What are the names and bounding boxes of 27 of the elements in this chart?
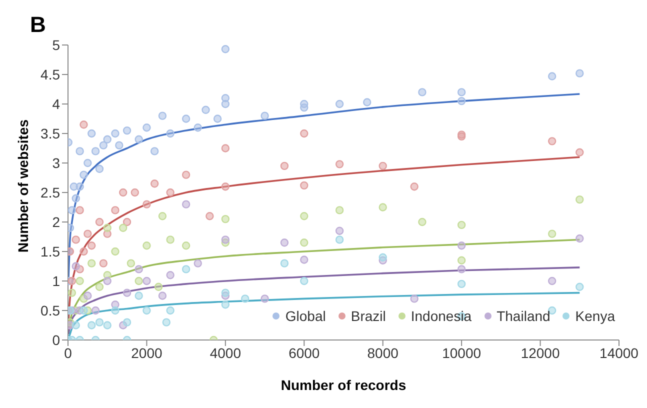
y-tick-label: 5 — [52, 36, 60, 53]
y-tick-label: 4.5 — [40, 66, 60, 82]
legend-label: Kenya — [574, 308, 615, 324]
x-tick-label: 0 — [64, 344, 72, 361]
x-tick-label: 6000 — [288, 344, 320, 361]
y-axis-title: Number of websites — [14, 119, 31, 252]
x-tick-label: 2000 — [131, 344, 162, 361]
y-tick-label: 2.5 — [40, 184, 60, 200]
y-tick-label: 3.5 — [40, 125, 60, 142]
x-tick-label: 8000 — [367, 344, 399, 361]
x-tick-label: 14000 — [600, 344, 639, 361]
chart-title: B — [30, 12, 46, 38]
y-tick-label: 2 — [52, 214, 60, 230]
y-tick-label: 3 — [52, 154, 60, 171]
x-axis-title: Number of records — [280, 377, 406, 393]
y-tick-label: 1.5 — [40, 243, 60, 260]
legend-label: Indonesia — [410, 308, 472, 324]
x-tick-label: 10000 — [442, 344, 482, 361]
legend-label: Thailand — [496, 308, 550, 324]
y-tick-label: 0 — [52, 332, 60, 348]
legend-label: Brazil — [350, 308, 386, 324]
legend-label: Global — [284, 308, 326, 324]
y-tick-label: 1 — [52, 272, 60, 289]
y-tick-label: 4 — [52, 96, 60, 112]
x-tick-label: 4000 — [210, 344, 242, 361]
y-tick-label: 0.5 — [40, 302, 60, 318]
x-tick-label: 12000 — [520, 344, 560, 361]
